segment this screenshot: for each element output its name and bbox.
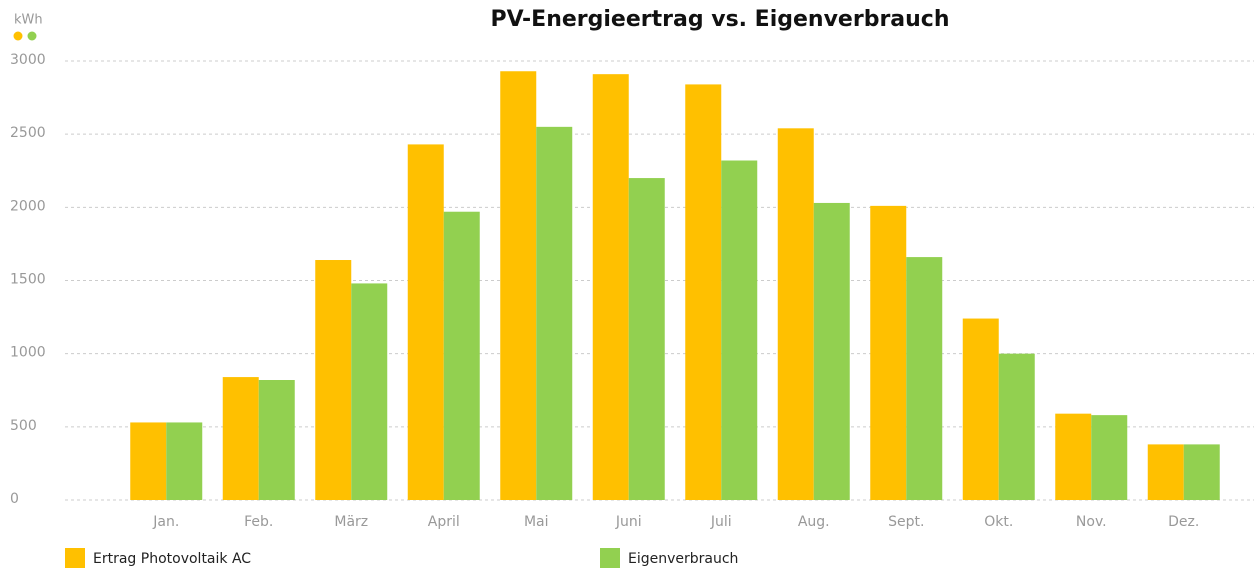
legend-swatch — [600, 548, 620, 568]
bar — [721, 160, 758, 501]
y-tick-label: 3000 — [10, 52, 46, 68]
bar — [130, 422, 167, 500]
bar — [315, 260, 352, 500]
x-tick-label: Feb. — [244, 514, 273, 530]
x-tick-label: Okt. — [984, 514, 1013, 530]
bar — [351, 283, 388, 500]
legend-label: Ertrag Photovoltaik AC — [93, 551, 251, 567]
bar — [407, 144, 444, 500]
x-tick-label: Aug. — [798, 514, 830, 530]
legend-label: Eigenverbrauch — [628, 551, 738, 567]
x-tick-label: März — [334, 514, 368, 530]
bar — [536, 126, 573, 500]
bar — [962, 318, 999, 500]
x-tick-label: April — [428, 514, 460, 530]
bar — [1147, 444, 1184, 500]
legend-swatch — [65, 548, 85, 568]
y-tick-label: 2000 — [10, 198, 46, 214]
x-tick-label: Dez. — [1168, 514, 1199, 530]
chart-title: PV-Energieertrag vs. Eigenverbrauch — [490, 7, 949, 32]
bar — [222, 377, 259, 500]
y-tick-label: 2500 — [10, 125, 46, 141]
bar — [500, 71, 537, 500]
bar — [628, 178, 665, 501]
legend-dot — [13, 31, 23, 41]
bar — [870, 205, 907, 500]
bar — [813, 202, 850, 500]
legend-dot — [27, 31, 37, 41]
y-axis-label: kWh — [14, 13, 43, 28]
x-tick-label: Juni — [615, 514, 642, 530]
bar — [777, 128, 814, 500]
bar — [443, 211, 480, 500]
y-tick-label: 500 — [10, 418, 37, 434]
x-tick-label: Sept. — [888, 514, 924, 530]
bar — [1183, 444, 1220, 500]
bar — [906, 257, 943, 500]
bar — [592, 74, 629, 501]
x-tick-label: Juli — [710, 514, 732, 530]
y-tick-label: 1000 — [10, 345, 46, 361]
bar — [1055, 413, 1092, 500]
x-tick-label: Jan. — [152, 514, 179, 530]
bar — [998, 353, 1035, 500]
x-tick-label: Mai — [524, 514, 549, 530]
bar — [258, 380, 295, 500]
y-tick-label: 0 — [10, 491, 19, 507]
bar — [685, 84, 722, 500]
y-tick-label: 1500 — [10, 272, 46, 288]
bar — [1091, 415, 1128, 500]
x-tick-label: Nov. — [1076, 514, 1107, 530]
bar — [166, 422, 203, 500]
